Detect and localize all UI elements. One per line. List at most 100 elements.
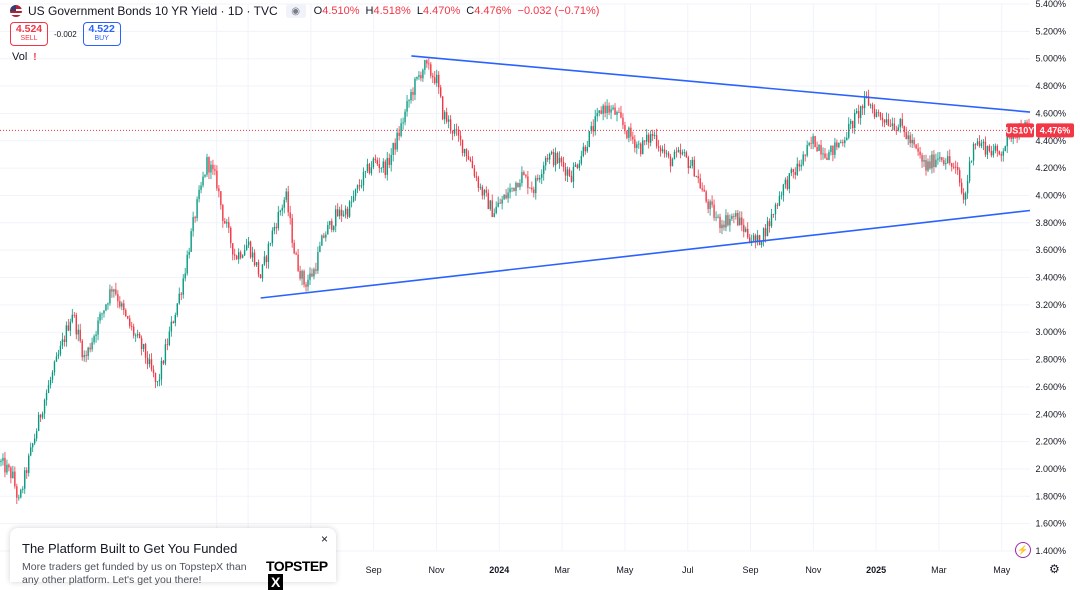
y-tick-label: 5.200% bbox=[1035, 26, 1066, 36]
gear-icon[interactable]: ⚙ bbox=[1049, 562, 1060, 576]
candle-body bbox=[594, 116, 596, 132]
candle-body bbox=[26, 470, 28, 473]
candle-body bbox=[824, 153, 826, 158]
candle-body bbox=[281, 207, 283, 211]
promo-banner[interactable]: The Platform Built to Get You Funded Mor… bbox=[10, 528, 336, 590]
candle-body bbox=[16, 486, 18, 498]
candle-body bbox=[166, 344, 169, 346]
candle-body bbox=[756, 235, 759, 242]
candle-body bbox=[2, 457, 4, 461]
candle-body bbox=[214, 169, 216, 171]
candle-body bbox=[814, 136, 816, 147]
candle-body bbox=[459, 135, 462, 140]
candle-body bbox=[30, 447, 32, 456]
y-axis[interactable]: 1.400% 1.600% 1.800% 2.000% 2.200% 2.400% 2.60… bbox=[1035, 0, 1066, 556]
sell-button[interactable]: 4.524 SELL bbox=[10, 22, 48, 46]
candle-body bbox=[739, 217, 741, 226]
candle-body bbox=[156, 381, 159, 383]
x-tick-label: Jul bbox=[682, 565, 694, 575]
candle-body bbox=[45, 393, 48, 400]
candle-body bbox=[20, 489, 22, 498]
candle-body bbox=[794, 172, 796, 175]
candle-body bbox=[782, 184, 785, 196]
candle-body bbox=[99, 313, 101, 321]
candle-body bbox=[59, 345, 62, 355]
candle-body bbox=[261, 264, 264, 279]
candle-body bbox=[523, 172, 525, 176]
candle-body bbox=[707, 201, 709, 210]
candle-body bbox=[596, 112, 598, 117]
symbol-title[interactable]: US Government Bonds 10 YR Yield · 1D · T… bbox=[28, 4, 278, 18]
candle-body bbox=[897, 127, 899, 131]
spread-value: -0.002 bbox=[54, 29, 77, 39]
candle-body bbox=[204, 174, 206, 177]
candle-body bbox=[667, 152, 670, 157]
candle-body bbox=[612, 107, 614, 110]
candle-body bbox=[717, 216, 719, 218]
candle-body bbox=[604, 105, 606, 114]
candle-body bbox=[875, 112, 878, 117]
flash-icon[interactable]: ⚡ bbox=[1015, 542, 1031, 558]
warning-icon[interactable]: ! bbox=[33, 51, 37, 63]
trendline-lower[interactable] bbox=[260, 209, 1031, 299]
candle-body bbox=[548, 153, 551, 160]
candle-body bbox=[855, 111, 858, 113]
close-icon[interactable]: × bbox=[321, 532, 329, 546]
trendlines[interactable] bbox=[260, 55, 1031, 299]
candle-body bbox=[909, 135, 911, 144]
candle-body bbox=[289, 212, 291, 219]
candle-body bbox=[507, 192, 509, 199]
candle-body bbox=[134, 335, 137, 337]
candle-body bbox=[592, 126, 594, 132]
candle-body bbox=[877, 112, 880, 114]
candle-body bbox=[107, 303, 109, 305]
trendline-upper[interactable] bbox=[411, 55, 1031, 113]
candle-body bbox=[172, 321, 175, 324]
candle-body bbox=[503, 194, 505, 200]
candle-body bbox=[665, 152, 668, 154]
candle-body bbox=[861, 106, 864, 109]
candle-body bbox=[463, 148, 466, 153]
candle-body bbox=[348, 201, 351, 217]
promo-title: The Platform Built to Get You Funded bbox=[22, 541, 238, 556]
candle-body bbox=[57, 354, 60, 357]
candle-body bbox=[885, 119, 888, 123]
candle-body bbox=[440, 87, 442, 97]
candle-body bbox=[428, 63, 430, 65]
y-tick-label: 3.800% bbox=[1035, 218, 1066, 228]
y-tick-label: 2.600% bbox=[1035, 382, 1066, 392]
candle-body bbox=[923, 160, 925, 162]
volume-legend[interactable]: Vol ! bbox=[12, 51, 37, 63]
candle-body bbox=[984, 141, 987, 155]
candle-body bbox=[430, 64, 432, 76]
candle-body bbox=[477, 177, 480, 188]
candle-body bbox=[600, 110, 602, 114]
candle-body bbox=[626, 130, 628, 138]
candle-body bbox=[206, 157, 208, 175]
ohlc-key: H bbox=[365, 5, 374, 17]
candle-body bbox=[53, 361, 56, 373]
trade-panel: 4.524 SELL -0.002 4.522 BUY bbox=[10, 22, 121, 46]
candle-body bbox=[170, 321, 173, 332]
candle-body bbox=[81, 340, 83, 358]
candle-body bbox=[919, 151, 921, 156]
buy-button[interactable]: 4.522 BUY bbox=[82, 22, 121, 46]
candle-body bbox=[402, 122, 404, 124]
candle-body bbox=[140, 338, 143, 350]
ohlc-key: O bbox=[313, 5, 323, 17]
candle-body bbox=[774, 204, 777, 215]
y-tick-label: 3.600% bbox=[1035, 245, 1066, 255]
candle-body bbox=[360, 185, 363, 187]
x-tick-label: Sep bbox=[743, 565, 759, 575]
candle-body bbox=[146, 357, 149, 365]
candle-body bbox=[41, 413, 44, 418]
candle-body bbox=[287, 191, 289, 213]
candle-body bbox=[958, 170, 961, 183]
candle-body bbox=[370, 167, 373, 174]
candle-body bbox=[239, 252, 242, 258]
candle-body bbox=[451, 130, 454, 134]
candle-body bbox=[1006, 134, 1008, 147]
candle-body bbox=[37, 414, 40, 432]
hide-eye-icon[interactable]: ◉ bbox=[285, 4, 306, 18]
